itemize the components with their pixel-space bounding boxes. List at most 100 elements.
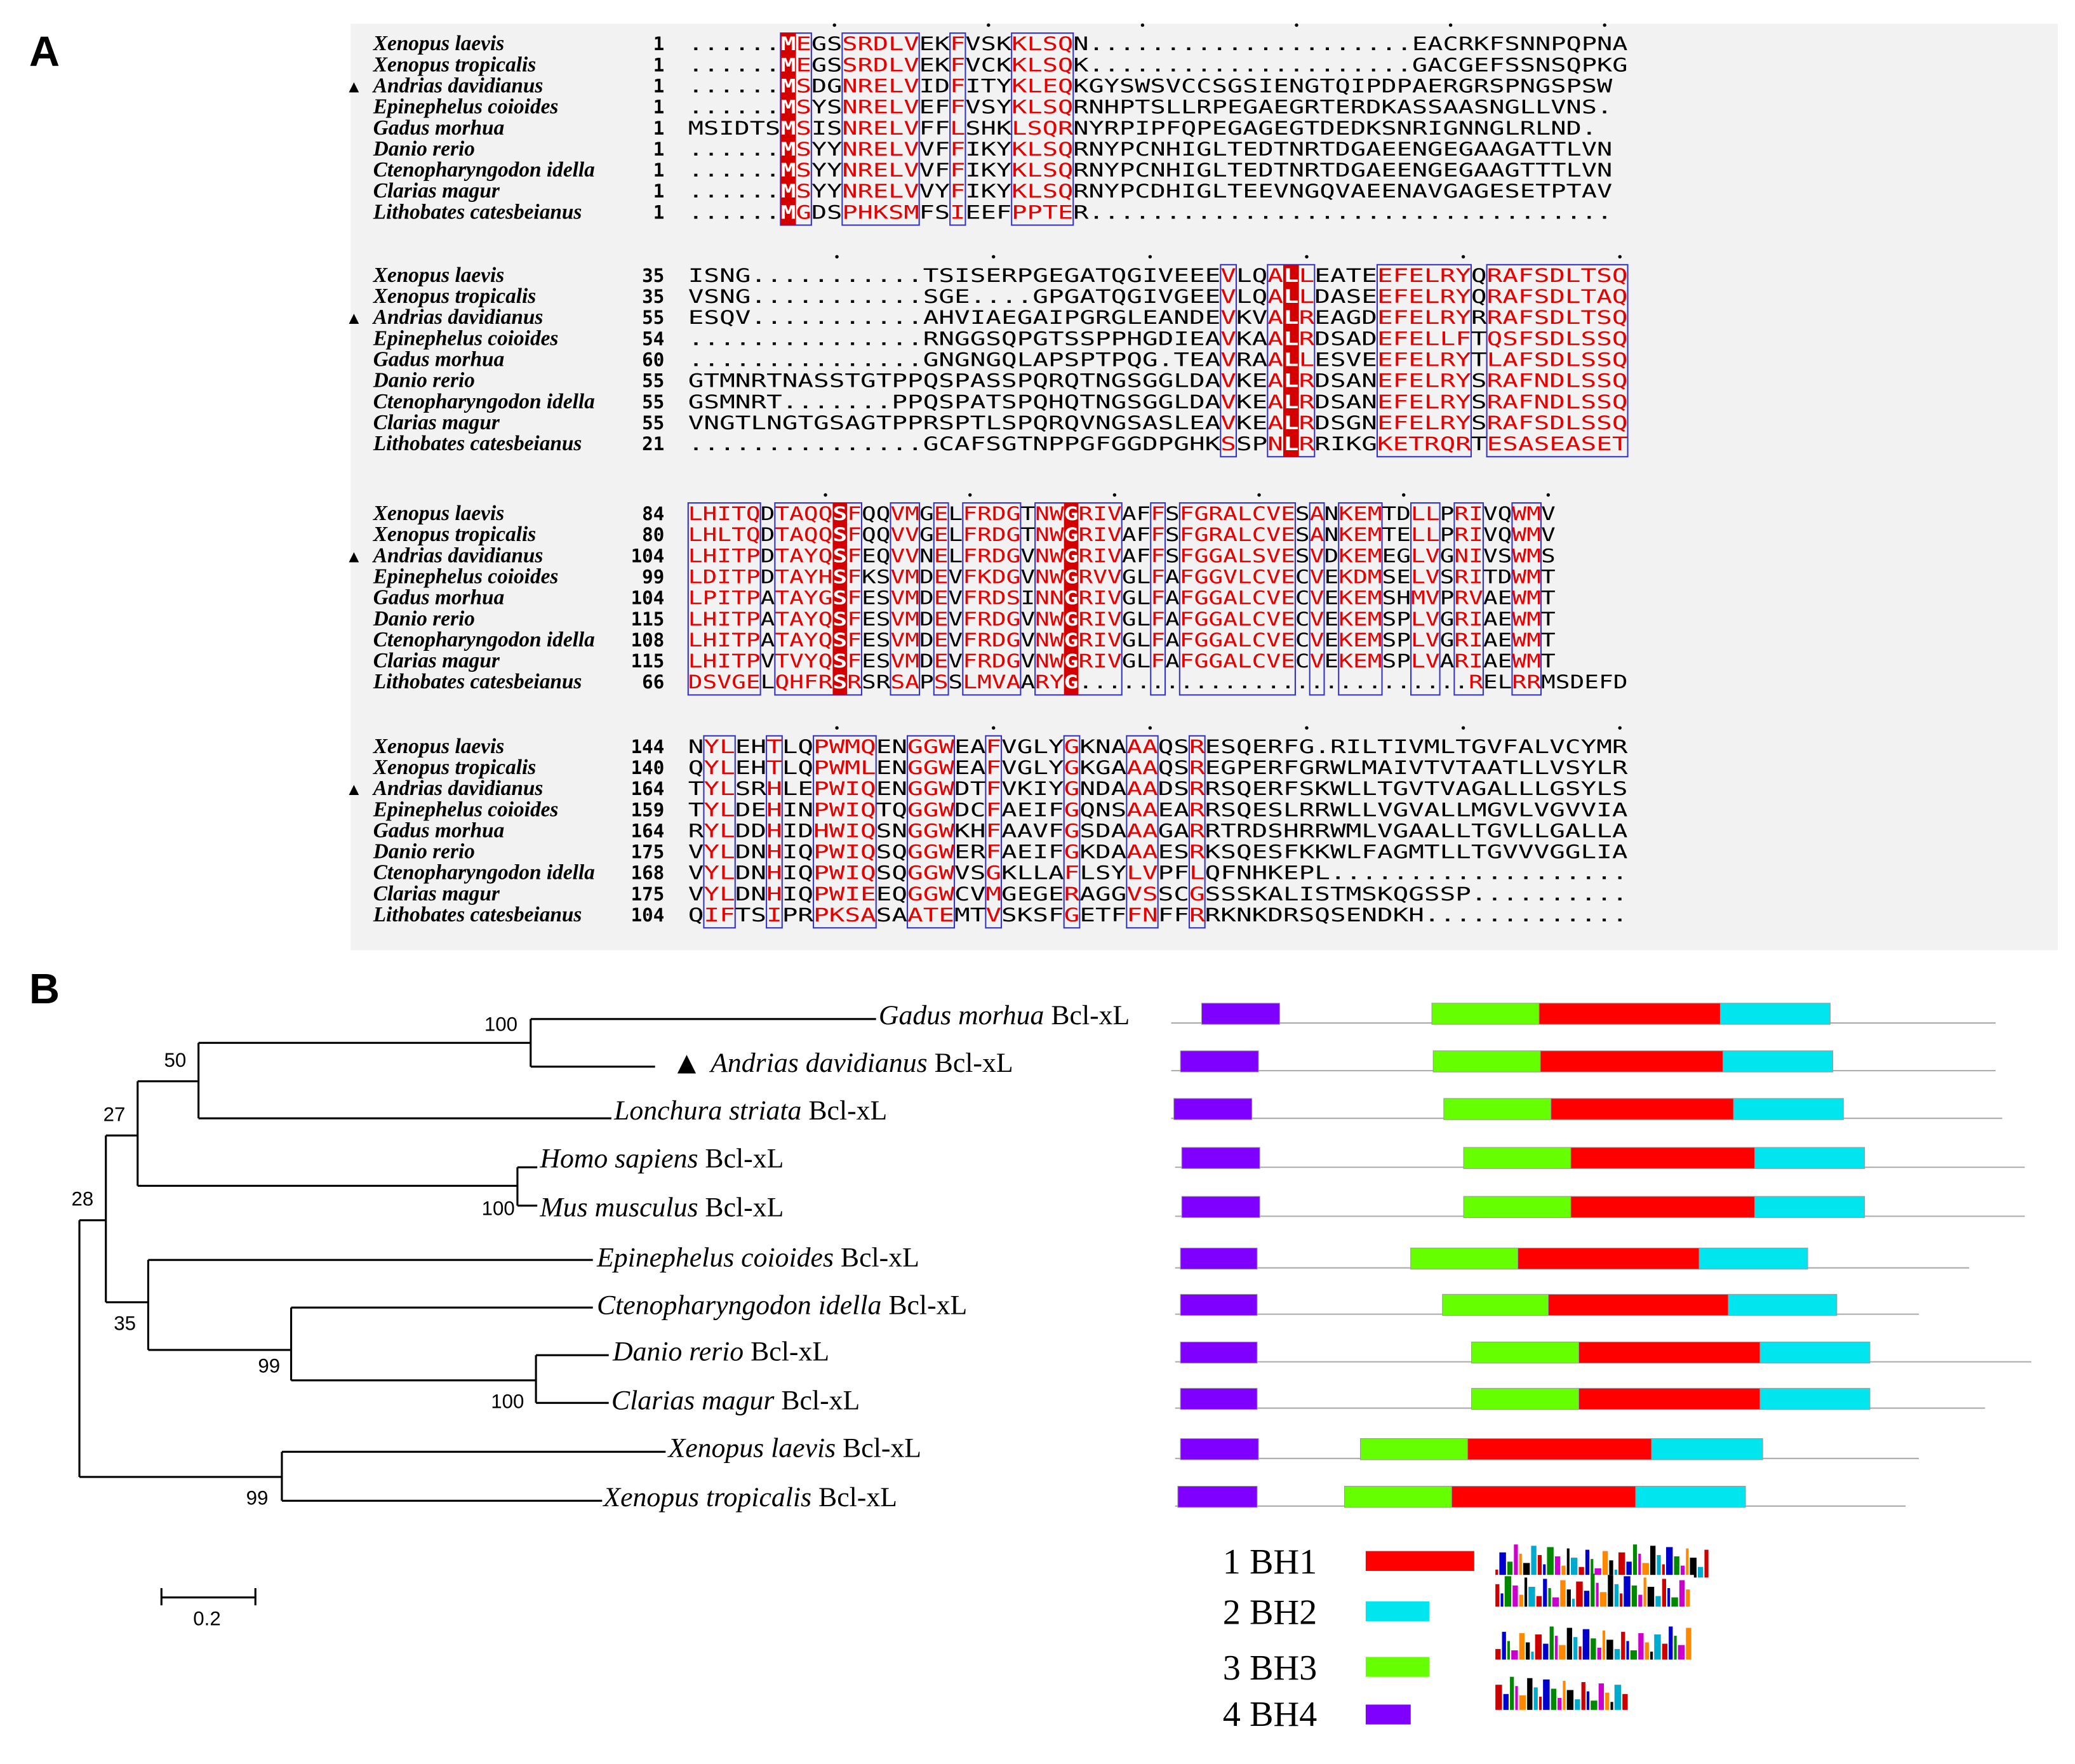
logo-letter <box>1543 1579 1547 1607</box>
bh2-domain <box>1728 1293 1838 1316</box>
start-position: 115 <box>631 650 665 672</box>
start-position: 159 <box>631 799 665 820</box>
ruler-dot <box>992 726 996 730</box>
bh2-domain <box>1698 1247 1808 1270</box>
logo-letter <box>1519 1594 1523 1607</box>
start-position: 164 <box>631 820 665 841</box>
logo-letter <box>1570 1558 1578 1578</box>
species-name: Clarias magur <box>373 882 500 905</box>
ruler-dot <box>1112 493 1117 497</box>
logo-letter <box>1657 1554 1661 1578</box>
logo-letter <box>1559 1645 1566 1660</box>
start-position: 1 <box>653 117 665 139</box>
species-name: Xenopus tropicalis <box>373 53 537 76</box>
logo-letter <box>1528 1586 1535 1607</box>
logo-letter <box>1537 1554 1542 1578</box>
bh1-domain <box>1518 1247 1700 1270</box>
ruler-dot <box>1295 23 1298 27</box>
logo-letter <box>1495 1685 1502 1710</box>
logo-letter <box>1495 1584 1500 1607</box>
logo-letter <box>1606 1640 1613 1660</box>
bh1-domain <box>1551 1098 1734 1120</box>
logo-letter <box>1533 1687 1538 1710</box>
start-position: 175 <box>631 841 665 863</box>
legend-swatch-bh3 <box>1365 1657 1429 1677</box>
bh1-domain <box>1467 1438 1652 1460</box>
tree-tip-label: Homo sapiens Bcl-xL <box>539 1143 784 1173</box>
logo-letter <box>1543 1564 1546 1578</box>
tree-tip-labels: Gadus morhua Bcl-xL ▲ Andrias davidianus B… <box>539 1000 1130 1513</box>
species-name: Ctenopharyngodon idella <box>373 628 595 651</box>
start-position: 140 <box>631 757 665 778</box>
bh4-domain <box>1180 1438 1259 1460</box>
ruler-dot <box>1618 255 1622 259</box>
logo-letter <box>1582 1629 1590 1660</box>
bootstrap-value: 27 <box>103 1103 126 1125</box>
bh2-domain <box>1759 1387 1871 1410</box>
bh4-domain <box>1173 1098 1253 1120</box>
bh2-domain <box>1733 1098 1844 1120</box>
start-position: 35 <box>642 265 664 286</box>
logo-letter <box>1560 1580 1566 1607</box>
logo-letter <box>1519 1553 1522 1578</box>
species-name: Epinephelus coioides <box>373 95 559 119</box>
species-name: Gadus morhua <box>373 116 505 140</box>
legend-label-bh3: 3 BH3 <box>1223 1648 1318 1688</box>
bh1-domain <box>1578 1387 1761 1410</box>
logo-letter <box>1551 1688 1557 1710</box>
logo-letter <box>1669 1626 1673 1660</box>
logo-letter <box>1614 1569 1617 1578</box>
logo-letter <box>1626 1561 1632 1578</box>
similarity-box <box>933 502 949 696</box>
logo-letter <box>1632 1544 1638 1578</box>
start-position: 104 <box>631 904 665 926</box>
bh1-domain <box>1451 1486 1636 1508</box>
bh1-domain <box>1570 1147 1756 1169</box>
bh3-domain <box>1463 1196 1571 1218</box>
similarity-box <box>1126 735 1159 929</box>
logo-letter <box>1578 1646 1582 1660</box>
species-name: Gadus morhua <box>373 586 505 610</box>
logo-letter <box>1515 1686 1518 1710</box>
species-name: Xenopus tropicalis <box>373 756 537 779</box>
start-position: 1 <box>653 75 665 97</box>
logo-letter <box>1499 1552 1506 1578</box>
bh1-domain <box>1578 1341 1761 1364</box>
logo-letter <box>1645 1642 1649 1660</box>
logo-letter <box>1599 1592 1607 1607</box>
legend-swatch-bh4 <box>1365 1704 1411 1725</box>
logo-letter <box>1512 1585 1518 1607</box>
similarity-box <box>1188 735 1206 929</box>
domain-legend: 1 BH1 2 BH2 3 BH3 4 BH4 <box>1223 1542 1712 1734</box>
sequence-logos <box>1495 1544 1712 1713</box>
ruler-dot <box>1603 23 1606 27</box>
ruler-dot <box>824 493 827 497</box>
species-name: Lithobates catesbeianus <box>373 670 582 693</box>
logo-letter <box>1626 1641 1629 1660</box>
logo-letter <box>1510 1676 1514 1710</box>
start-position: 108 <box>631 629 665 651</box>
logo-letter <box>1698 1567 1704 1578</box>
logo-letter <box>1638 1633 1644 1660</box>
species-name: Epinephelus coioides <box>373 798 559 821</box>
species-name: Danio rerio <box>373 369 475 392</box>
similarity-box <box>1338 502 1383 696</box>
tree-tip-label: Andrias davidianus Bcl-xL <box>709 1048 1013 1078</box>
logo-letter <box>1543 1643 1549 1660</box>
logo-letter <box>1563 1680 1566 1710</box>
